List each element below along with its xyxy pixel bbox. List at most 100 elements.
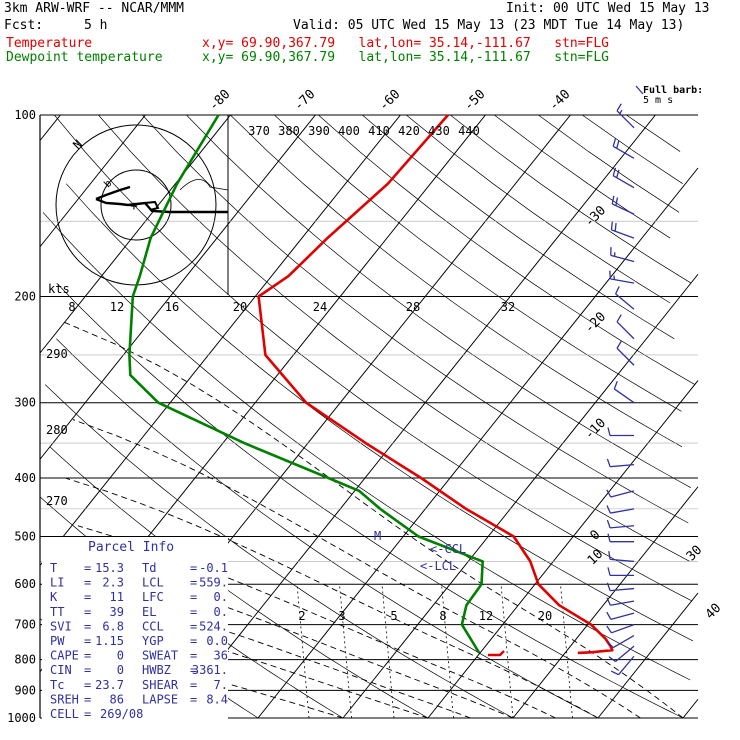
parcel-info-cell: 559.: [199, 576, 228, 590]
wind-barbs: [606, 85, 644, 676]
temperature-tick-label: 40: [703, 601, 725, 623]
parcel-info-cell: 6.8: [102, 619, 124, 633]
parcel-info-cell: LI: [50, 576, 64, 590]
wind-barb-flag: [616, 340, 622, 349]
parcel-info-cell: =: [84, 707, 91, 721]
wind-barb-staff: [610, 600, 635, 606]
hodograph-speed-label: 20: [233, 300, 247, 314]
parcel-lcl-marker: <-LCL: [420, 559, 456, 573]
hodograph-direction-label: 280: [46, 423, 68, 437]
parcel-info-cell: =: [84, 678, 91, 692]
mixing-ratio-label: 5: [390, 609, 397, 623]
dry-adiabat-line: [450, 114, 692, 284]
parcel-info-cell: PW: [50, 634, 65, 648]
wind-barb-flag: [616, 169, 620, 178]
hodograph-speed-label: 32: [501, 300, 515, 314]
isotherm-line: [39, 114, 61, 141]
parcel-info-cell: =: [84, 561, 91, 575]
parcel-m-marker: M: [374, 529, 381, 543]
parcel-info-cell: TT: [50, 605, 64, 619]
parcel-info-cell: CELL: [50, 707, 79, 721]
mixing-ratio-label: 8: [439, 609, 446, 623]
parcel-info-cell: 11: [110, 590, 124, 604]
parcel-info-cell: =: [84, 576, 91, 590]
parcel-info-cell: 7.: [214, 678, 228, 692]
dry-adiabat-line: [42, 212, 691, 681]
barb-legend-title: Full barb:: [643, 85, 703, 96]
wind-barb: [616, 103, 635, 129]
wind-barb-flag: [612, 138, 617, 147]
parcel-info-cell: Tc: [50, 678, 64, 692]
wind-barb-flag: [609, 270, 612, 279]
wind-barb-flag: [612, 167, 617, 176]
dewpoint-location: x,y= 69.90,367.79 lat,lon= 35.14,-111.67…: [202, 50, 609, 65]
wind-barb-flag: [608, 551, 611, 560]
forecast-hour: 5 h: [84, 18, 108, 33]
temperature-tick-label: 30: [684, 543, 706, 565]
dry-adiabat-line: [186, 114, 691, 489]
valid-time: Valid: 05 UTC Wed 15 May 13 (23 MDT Tue …: [293, 18, 685, 33]
temperature-tick-label: -20: [582, 309, 609, 336]
isotherm-line: [342, 273, 699, 719]
parcel-info-cell: LCL: [142, 576, 164, 590]
wind-barb: [606, 458, 635, 468]
isotherm-line: [39, 114, 401, 566]
isotherm-line: [512, 486, 699, 719]
isotherm-line: [172, 114, 656, 719]
forecast-label: Fcst:: [4, 18, 44, 33]
wind-barb: [610, 221, 635, 239]
wind-barb-staff: [610, 558, 635, 563]
parcel-info-cell: 0: [117, 663, 124, 677]
wind-barb: [609, 270, 635, 284]
parcel-info-cell: EL: [142, 605, 156, 619]
pressure-tick-label: 300: [14, 396, 36, 410]
hodograph-direction-label: 290: [46, 347, 68, 361]
pressure-tick-label: 400: [14, 471, 36, 485]
wind-barb-staff: [610, 508, 635, 514]
parcel-info-cell: =: [190, 605, 197, 619]
wind-barb-staff: [610, 490, 635, 498]
isotherm-line: [39, 114, 316, 460]
pressure-tick-label: 1000: [7, 711, 36, 725]
parcel-info-cell: SWEAT: [142, 649, 178, 663]
wind-barb-flag: [615, 197, 619, 206]
wind-barb: [606, 597, 635, 606]
model-title: 3km ARW-WRF -- NCAR/MMM: [4, 1, 185, 16]
parcel-info-cell: 2.3: [102, 576, 124, 590]
wind-barb-flag: [610, 670, 619, 676]
hodograph-speed-label: 28: [406, 300, 420, 314]
hodograph-aux-line: [179, 179, 229, 191]
parcel-info-cell: =: [84, 692, 91, 706]
isotherm-line: [682, 698, 699, 719]
wind-barb-flag: [607, 641, 614, 649]
mixing-ratio-line: [339, 584, 352, 719]
wind-barb: [616, 314, 635, 340]
mixing-ratio-label: 2: [298, 609, 305, 623]
mixing-ratio-line: [500, 584, 514, 719]
pressure-tick-label: 100: [14, 108, 36, 122]
parcel-info-cell: 0.0: [206, 634, 228, 648]
parcel-info-cell: K: [50, 590, 58, 604]
theta-e-label: 380: [278, 124, 300, 138]
init-time: Init: 00 UTC Wed 15 May 13: [506, 1, 710, 16]
wind-barb: [612, 167, 635, 189]
dry-adiabat-line: [49, 446, 429, 719]
hodograph-trace: [95, 185, 228, 214]
wind-barb: [606, 582, 635, 592]
hodograph-speed-label: 24: [313, 300, 327, 314]
wind-barb-flag: [613, 381, 618, 390]
dewpoint-legend: Dewpoint temperature: [6, 50, 163, 65]
parcel-info-cell: SVI: [50, 619, 72, 633]
wind-barb: [611, 195, 635, 215]
temperature-tick-label: -70: [291, 87, 318, 114]
dry-adiabat-line: [230, 114, 683, 448]
parcel-info-cell: =: [190, 561, 197, 575]
wind-barb: [613, 381, 635, 404]
temperature-profile: [257, 114, 614, 655]
wind-barb: [615, 286, 635, 310]
wind-barb-flag: [606, 489, 612, 498]
parcel-info-cell: 39: [110, 605, 124, 619]
wind-barb: [612, 138, 635, 159]
wind-barb-staff: [616, 321, 635, 340]
wind-barb-flag: [607, 533, 611, 542]
